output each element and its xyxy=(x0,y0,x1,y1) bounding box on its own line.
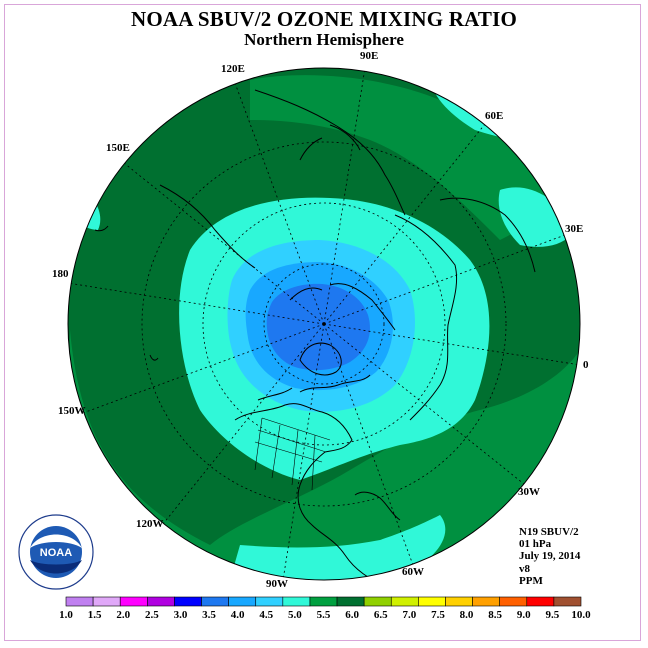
lon-label-30w: 30W xyxy=(518,486,540,498)
coast-caribbean xyxy=(354,491,401,521)
coast-alaska xyxy=(159,184,256,269)
colorbar-label: 5.0 xyxy=(288,609,302,621)
info-level: 01 hPa xyxy=(519,538,552,551)
colorbar-label: 4.0 xyxy=(231,609,245,621)
latitude-circle-60 xyxy=(202,202,446,446)
noaa-logo-bird xyxy=(30,534,82,548)
latitude-circle-80 xyxy=(263,263,385,385)
band-3-0-3-5 xyxy=(266,283,370,371)
coast-europe xyxy=(394,214,458,421)
colorbar-swatch xyxy=(499,596,528,607)
meridian-180 xyxy=(68,282,325,325)
coast-north-america xyxy=(234,403,386,580)
coast-kamchatka xyxy=(299,124,361,161)
colorbar-swatch xyxy=(309,596,338,607)
colorbar-swatch xyxy=(553,596,582,607)
info-units: PPM xyxy=(519,574,543,587)
noaa-logo-wave xyxy=(30,560,82,574)
colorbar-label: 9.5 xyxy=(546,609,560,621)
map-title: NOAA SBUV/2 OZONE MIXING RATIO xyxy=(131,7,517,31)
colorbar: 1.0 1.5 2.0 2.5 3.0 3.5 4.0 4.5 5.0 5.5 6.0 6.5 7.0 7… xyxy=(59,596,591,621)
colorbar-label: 2.5 xyxy=(145,609,159,621)
latitude-circle-40 xyxy=(141,141,507,507)
meridian-0 xyxy=(323,323,580,366)
colorbar-swatch xyxy=(255,596,284,607)
colorbar-swatch xyxy=(147,596,175,607)
colorbar-label: 8.5 xyxy=(488,609,502,621)
colorbar-swatch xyxy=(363,596,392,607)
noaa-logo-text: NOAA xyxy=(40,547,72,559)
image-frame xyxy=(4,4,641,641)
colorbar-label: 7.5 xyxy=(431,609,445,621)
coast-aleutian xyxy=(94,225,109,232)
map-subtitle: Northern Hemisphere xyxy=(244,30,404,49)
colorbar-label: 10.0 xyxy=(571,609,591,621)
coast-arctic-islands xyxy=(289,283,396,331)
colorbar-label: 9.0 xyxy=(517,609,531,621)
lon-label-60e: 60E xyxy=(485,110,504,122)
colorbar-label: 7.0 xyxy=(402,609,416,621)
lon-label-150w: 150W xyxy=(58,405,86,417)
lon-label-120w: 120W xyxy=(136,518,164,530)
band-4-5-5-0-south xyxy=(230,515,446,580)
info-instrument: N19 SBUV/2 xyxy=(519,526,579,538)
band-5-0-5-5-north xyxy=(250,75,560,241)
coast-arctic-canada xyxy=(257,374,371,401)
colorbar-label: 4.5 xyxy=(259,609,273,621)
colorbar-swatch xyxy=(228,596,257,607)
colorbar-label: 6.5 xyxy=(374,609,388,621)
lon-label-90e: 90E xyxy=(360,50,379,62)
lon-label-0: 0 xyxy=(583,359,589,371)
lon-label-120e: 120E xyxy=(221,63,245,75)
meridian-90e xyxy=(323,68,366,325)
colorbar-swatch xyxy=(282,596,311,607)
state-grid xyxy=(254,417,331,491)
colorbar-label: 1.5 xyxy=(88,609,102,621)
coast-siberia-east xyxy=(254,89,406,216)
colorbar-swatch xyxy=(65,596,94,607)
colorbar-swatch xyxy=(390,596,419,607)
colorbar-label: 8.0 xyxy=(460,609,474,621)
colorbar-swatch xyxy=(418,596,446,607)
band-4-5-5-0-northwest xyxy=(70,190,101,230)
colorbar-label: 3.5 xyxy=(202,609,216,621)
colorbar-label: 3.0 xyxy=(174,609,188,621)
lon-label-30e: 30E xyxy=(565,223,584,235)
colorbar-swatch xyxy=(92,596,121,607)
colorbar-swatch xyxy=(336,596,365,607)
noaa-logo: NOAA xyxy=(18,514,94,590)
info-block: N19 SBUV/2 01 hPa July 19, 2014 v8 PPM xyxy=(519,526,580,587)
colorbar-label: 2.0 xyxy=(116,609,130,621)
colorbar-label: 1.0 xyxy=(59,609,73,621)
colorbar-swatch xyxy=(119,596,148,607)
coast-scandinavia xyxy=(439,197,536,273)
colorbar-swatch xyxy=(526,596,555,607)
graticule xyxy=(68,68,580,580)
colorbar-swatch xyxy=(201,596,229,607)
colorbar-swatch xyxy=(445,596,473,607)
band-5-0-5-5-south xyxy=(70,330,580,580)
info-date: July 19, 2014 xyxy=(519,550,581,563)
colorbar-swatch xyxy=(174,596,202,607)
colorbar-label: 5.5 xyxy=(317,609,331,621)
coastlines xyxy=(94,89,536,580)
lon-label-90w: 90W xyxy=(266,578,288,590)
coast-hawaii xyxy=(149,354,159,361)
lon-label-180: 180 xyxy=(52,268,69,280)
meridian-90w xyxy=(282,323,325,580)
lon-label-60w: 60W xyxy=(402,566,424,578)
lon-label-150e: 150E xyxy=(106,142,130,154)
colorbar-swatch xyxy=(472,596,500,607)
coast-greenland xyxy=(299,342,342,376)
band-4-5-5-0-east xyxy=(498,187,575,247)
globe-outline xyxy=(67,67,581,581)
info-version: v8 xyxy=(519,562,530,575)
colorbar-label: 6.0 xyxy=(345,609,359,621)
state-boundaries xyxy=(254,417,331,491)
